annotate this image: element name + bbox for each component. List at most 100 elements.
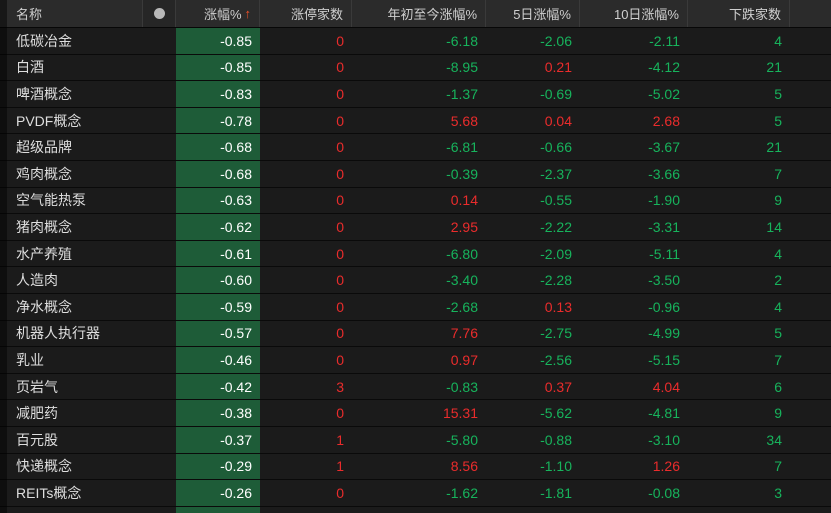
row-filler	[790, 400, 831, 426]
limit-up-cell: 0	[336, 298, 344, 315]
limit-up-cell	[260, 507, 352, 513]
limit-up-cell: 3	[336, 378, 344, 395]
ytd-cell: 2.95	[450, 218, 478, 235]
ytd-cell: -6.80	[446, 245, 478, 262]
5day-cell: -0.88	[540, 431, 572, 448]
table-row[interactable]: 减肥药 -0.38 0 15.31 -5.62 -4.81 9	[0, 400, 831, 427]
col-header-name[interactable]: 名称	[0, 0, 143, 27]
5day-cell: -2.22	[540, 218, 572, 235]
sector-name-cell: 猪肉概念	[16, 218, 72, 235]
decliners-cell: 5	[774, 112, 782, 129]
change-cell: -0.29	[176, 453, 260, 480]
col-header-5day[interactable]: 5日涨幅%	[486, 0, 580, 27]
5day-cell: -5.62	[540, 405, 572, 422]
sort-ascending-arrow-icon: ↑	[244, 6, 252, 21]
row-filler	[790, 374, 831, 400]
col-header-limit-up[interactable]: 涨停家数	[260, 0, 352, 27]
limit-up-cell: 0	[336, 484, 344, 501]
change-cell: -0.85	[176, 28, 260, 54]
5day-cell: -0.69	[540, 85, 572, 102]
table-row[interactable]: 百元股 -0.37 1 -5.80 -0.88 -3.10 34	[0, 426, 831, 454]
sector-name-cell: 机器人执行器	[16, 325, 100, 342]
10day-cell: -4.99	[648, 325, 680, 342]
row-filler	[790, 108, 831, 134]
5day-cell: -2.28	[540, 272, 572, 289]
row-filler	[790, 294, 831, 320]
ytd-cell: -3.40	[446, 272, 478, 289]
decliners-cell	[688, 507, 790, 513]
limit-up-cell: 0	[336, 245, 344, 262]
sector-name-cell: 人造肉	[16, 272, 58, 289]
change-cell: -0.37	[176, 426, 260, 453]
indicator-cell	[143, 507, 176, 513]
table-row-partial[interactable]	[0, 506, 831, 513]
limit-up-cell: 0	[336, 351, 344, 368]
col-header-ytd[interactable]: 年初至今涨幅%	[352, 0, 486, 27]
row-filler	[790, 480, 831, 506]
sector-name-cell: 鸡肉概念	[16, 165, 72, 182]
table-row[interactable]: 猪肉概念 -0.62 0 2.95 -2.22 -3.31 14	[0, 214, 831, 241]
ytd-cell: -1.37	[446, 85, 478, 102]
indicator-cell	[143, 454, 176, 480]
table-row[interactable]: 快递概念 -0.29 1 8.56 -1.10 1.26 7	[0, 453, 831, 481]
ytd-cell: -1.62	[446, 484, 478, 501]
table-row[interactable]: 净水概念 -0.59 0 -2.68 0.13 -0.96 4	[0, 293, 831, 321]
table-row[interactable]: 水产养殖 -0.61 0 -6.80 -2.09 -5.11 4	[0, 240, 831, 268]
10day-cell: -0.08	[648, 484, 680, 501]
indicator-cell	[143, 321, 176, 347]
decliners-cell: 21	[766, 139, 782, 156]
indicator-cell	[143, 108, 176, 134]
5day-cell: -1.10	[540, 458, 572, 475]
decliners-cell: 9	[774, 192, 782, 209]
col-header-change[interactable]: 涨幅% ↑	[176, 0, 260, 27]
table-row[interactable]: 页岩气 -0.42 3 -0.83 0.37 4.04 6	[0, 373, 831, 401]
indicator-cell	[143, 134, 176, 160]
5day-cell: -2.09	[540, 245, 572, 262]
col-header-indicator[interactable]	[143, 0, 176, 27]
table-row[interactable]: REITs概念 -0.26 0 -1.62 -1.81 -0.08 3	[0, 480, 831, 507]
5day-cell: -0.66	[540, 139, 572, 156]
decliners-cell: 34	[766, 431, 782, 448]
table-row[interactable]: 鸡肉概念 -0.68 0 -0.39 -2.37 -3.66 7	[0, 160, 831, 188]
change-cell: -0.61	[176, 240, 260, 267]
row-filler	[790, 28, 831, 54]
10day-cell: 1.26	[652, 458, 680, 475]
decliners-cell: 2	[774, 272, 782, 289]
ytd-cell: -8.95	[446, 59, 478, 76]
table-body: 低碳冶金 -0.85 0 -6.18 -2.06 -2.11 4 白酒 -0.8…	[0, 28, 831, 513]
decliners-cell: 7	[774, 351, 782, 368]
table-row[interactable]: PVDF概念 -0.78 0 5.68 0.04 2.68 5	[0, 107, 831, 135]
table-row[interactable]: 低碳冶金 -0.85 0 -6.18 -2.06 -2.11 4	[0, 28, 831, 55]
sector-name-cell: 水产养殖	[16, 245, 72, 262]
sector-name-cell: 低碳冶金	[16, 32, 72, 49]
col-header-change-label: 涨幅%	[203, 7, 242, 22]
header-filler	[790, 0, 831, 27]
10day-cell: 4.04	[652, 378, 680, 395]
table-row[interactable]: 乳业 -0.46 0 0.97 -2.56 -5.15 7	[0, 347, 831, 374]
10day-cell: -2.11	[649, 32, 680, 49]
table-row[interactable]: 机器人执行器 -0.57 0 7.76 -2.75 -4.99 5	[0, 320, 831, 348]
change-cell: -0.68	[176, 160, 260, 187]
decliners-cell: 7	[774, 165, 782, 182]
indicator-cell	[143, 294, 176, 320]
change-cell: -0.59	[176, 293, 260, 320]
table-row[interactable]: 白酒 -0.85 0 -8.95 0.21 -4.12 21	[0, 54, 831, 82]
indicator-cell	[143, 241, 176, 267]
10day-cell: -4.12	[648, 59, 680, 76]
indicator-cell	[143, 347, 176, 373]
sector-name-cell: 页岩气	[16, 378, 58, 395]
decliners-cell: 7	[774, 458, 782, 475]
10day-cell: -3.67	[648, 139, 680, 156]
table-row[interactable]: 啤酒概念 -0.83 0 -1.37 -0.69 -5.02 5	[0, 81, 831, 108]
row-filler	[790, 188, 831, 214]
sector-name-cell: 快递概念	[16, 458, 72, 475]
table-row[interactable]: 人造肉 -0.60 0 -3.40 -2.28 -3.50 2	[0, 267, 831, 294]
table-row[interactable]: 超级品牌 -0.68 0 -6.81 -0.66 -3.67 21	[0, 134, 831, 161]
col-header-10day[interactable]: 10日涨幅%	[580, 0, 688, 27]
table-row[interactable]: 空气能热泵 -0.63 0 0.14 -0.55 -1.90 9	[0, 187, 831, 215]
sector-name-cell: 空气能热泵	[16, 192, 86, 209]
table-header: 名称 涨幅% ↑ 涨停家数 年初至今涨幅% 5日涨幅% 10日涨幅% 下跌家数	[0, 0, 831, 28]
decliners-cell: 9	[774, 405, 782, 422]
row-filler	[790, 214, 831, 240]
col-header-decliners[interactable]: 下跌家数	[688, 0, 790, 27]
